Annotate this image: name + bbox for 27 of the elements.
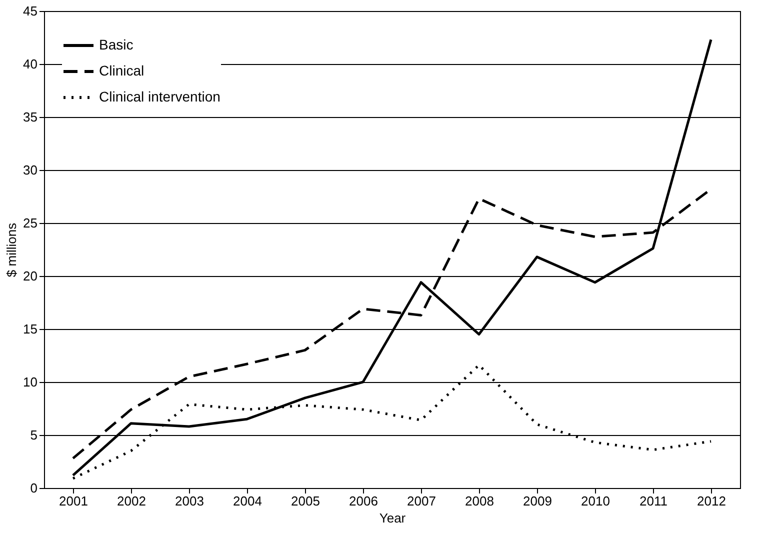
x-tick-label: 2004 — [233, 494, 262, 508]
x-tick-label: 2008 — [465, 494, 494, 508]
x-tick-label: 2002 — [117, 494, 146, 508]
y-tick-label: 30 — [23, 162, 38, 178]
y-tick-label: 20 — [23, 268, 38, 284]
y-tick-label: 10 — [23, 374, 38, 390]
x-tick-label: 2001 — [59, 494, 88, 508]
legend-label: Clinical intervention — [99, 88, 220, 104]
legend-label: Clinical — [99, 62, 144, 78]
x-tick-label: 2010 — [581, 494, 610, 508]
x-tick-label: 2007 — [407, 494, 436, 508]
x-tick-label: 2006 — [349, 494, 378, 508]
x-axis-title: Year — [379, 510, 406, 526]
x-tick-label: 2003 — [175, 494, 204, 508]
y-tick-label: 35 — [23, 110, 38, 124]
x-tick-label: 2005 — [291, 494, 320, 508]
y-tick-label: 40 — [23, 56, 38, 72]
x-tick-label: 2011 — [640, 494, 668, 508]
y-tick-label: 45 — [23, 4, 38, 18]
y-axis-title: $ millions — [4, 222, 20, 278]
y-tick-label: 5 — [30, 428, 38, 442]
y-tick-label: 25 — [23, 216, 38, 230]
y-tick-label: 0 — [30, 480, 38, 496]
x-tick-label: 2012 — [697, 494, 726, 508]
x-tick-label: 2009 — [523, 494, 552, 508]
y-tick-label: 15 — [23, 322, 38, 336]
legend-label: Basic — [99, 36, 134, 52]
